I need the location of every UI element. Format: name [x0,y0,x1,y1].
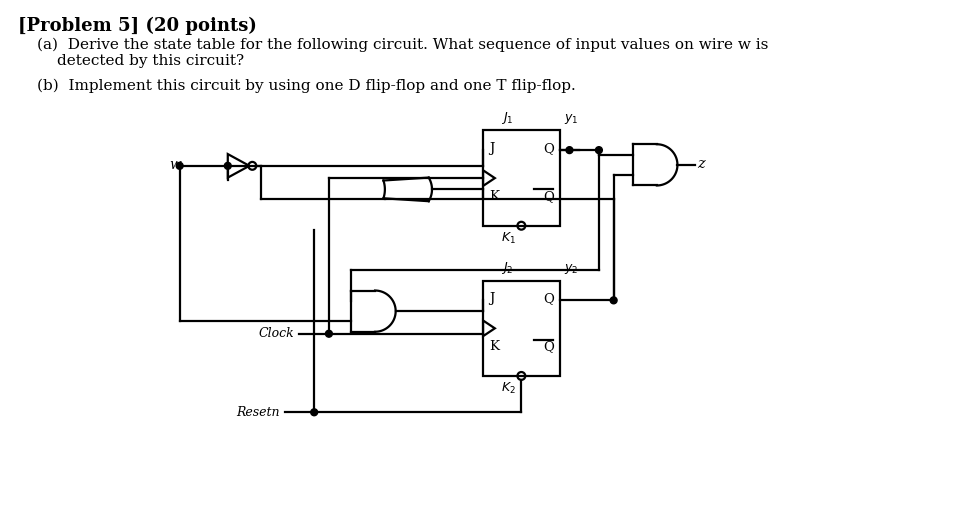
Text: $J_1$: $J_1$ [501,110,512,126]
Text: Q: Q [542,292,554,305]
Text: Q: Q [542,340,554,353]
Text: K: K [488,340,499,353]
Bar [482,130,559,226]
Circle shape [565,147,573,154]
Text: (a)  Derive the state table for the following circuit. What sequence of input va: (a) Derive the state table for the follo… [37,37,768,51]
Text: $K_1$: $K_1$ [501,231,515,246]
Bar [482,281,559,376]
Circle shape [609,297,616,304]
Text: z: z [697,157,704,171]
Text: (b)  Implement this circuit by using one D flip-flop and one T flip-flop.: (b) Implement this circuit by using one … [37,78,576,93]
Text: $J_2$: $J_2$ [501,260,512,276]
Circle shape [595,147,602,154]
Circle shape [224,162,231,169]
Text: $y_1$: $y_1$ [563,112,578,126]
Text: $y_2$: $y_2$ [563,262,578,276]
Text: K: K [488,190,499,203]
Text: w: w [169,158,181,172]
Text: [Problem 5] (20 points): [Problem 5] (20 points) [17,16,257,35]
Text: Resetn: Resetn [236,406,280,419]
Text: $K_2$: $K_2$ [501,381,515,396]
Text: detected by this circuit?: detected by this circuit? [57,54,244,68]
Text: J: J [488,292,494,305]
Circle shape [310,409,317,416]
Circle shape [325,330,332,337]
Text: Q: Q [542,142,554,155]
Circle shape [176,162,183,169]
Text: Q: Q [542,190,554,203]
Text: J: J [488,142,494,155]
Text: Clock: Clock [259,327,294,340]
